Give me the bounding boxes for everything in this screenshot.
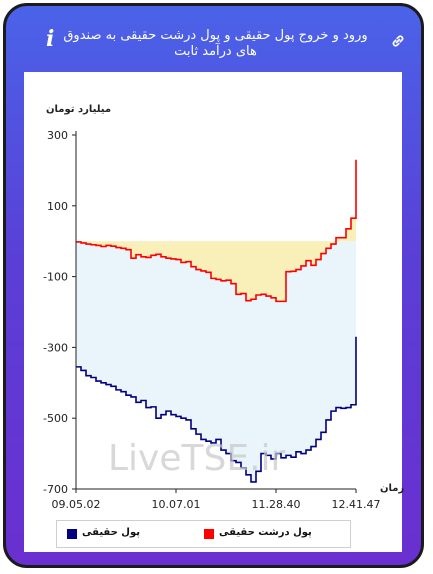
x-tick-label-2: 11.28.40 — [252, 498, 301, 511]
chart-title: ورود و خروج پول حقیقی و پول درشت حقیقی ب… — [63, 28, 368, 59]
legend: پول درشت حقیقی پول حقیقی — [56, 520, 351, 548]
x-tick-label-3: 12.41.47 — [332, 498, 381, 511]
series-area-0 — [76, 159, 356, 302]
watermark: LiveTSE.ir — [108, 438, 286, 479]
x-tick-label-1: 10.07.01 — [152, 498, 201, 511]
series-line-0 — [76, 159, 357, 303]
y-tick-label-4: -500 — [43, 412, 68, 425]
link-icon[interactable] — [389, 32, 407, 50]
card-header: i ورود و خروج پول حقیقی و پول درشت حقیقی… — [6, 6, 421, 76]
y-tick-label-5: -700 — [43, 483, 68, 496]
y-tick-label-1: 100 — [47, 200, 68, 213]
x-tick-label-0: 09.05.02 — [52, 498, 101, 511]
x-axis-label: زمان — [380, 483, 405, 494]
y-tick-label-3: -300 — [43, 341, 68, 354]
info-icon[interactable]: i — [46, 26, 55, 52]
y-tick-label-0: 300 — [47, 129, 68, 142]
legend-swatch-large — [204, 529, 214, 539]
y-axis-label: میلیارد تومان — [46, 104, 112, 115]
legend-label-large[interactable]: پول درشت حقیقی — [219, 527, 312, 538]
y-tick-label-2: -100 — [43, 271, 68, 284]
legend-swatch-real — [67, 529, 77, 539]
series-line-1 — [76, 336, 357, 483]
legend-label-real[interactable]: پول حقیقی — [82, 527, 140, 538]
